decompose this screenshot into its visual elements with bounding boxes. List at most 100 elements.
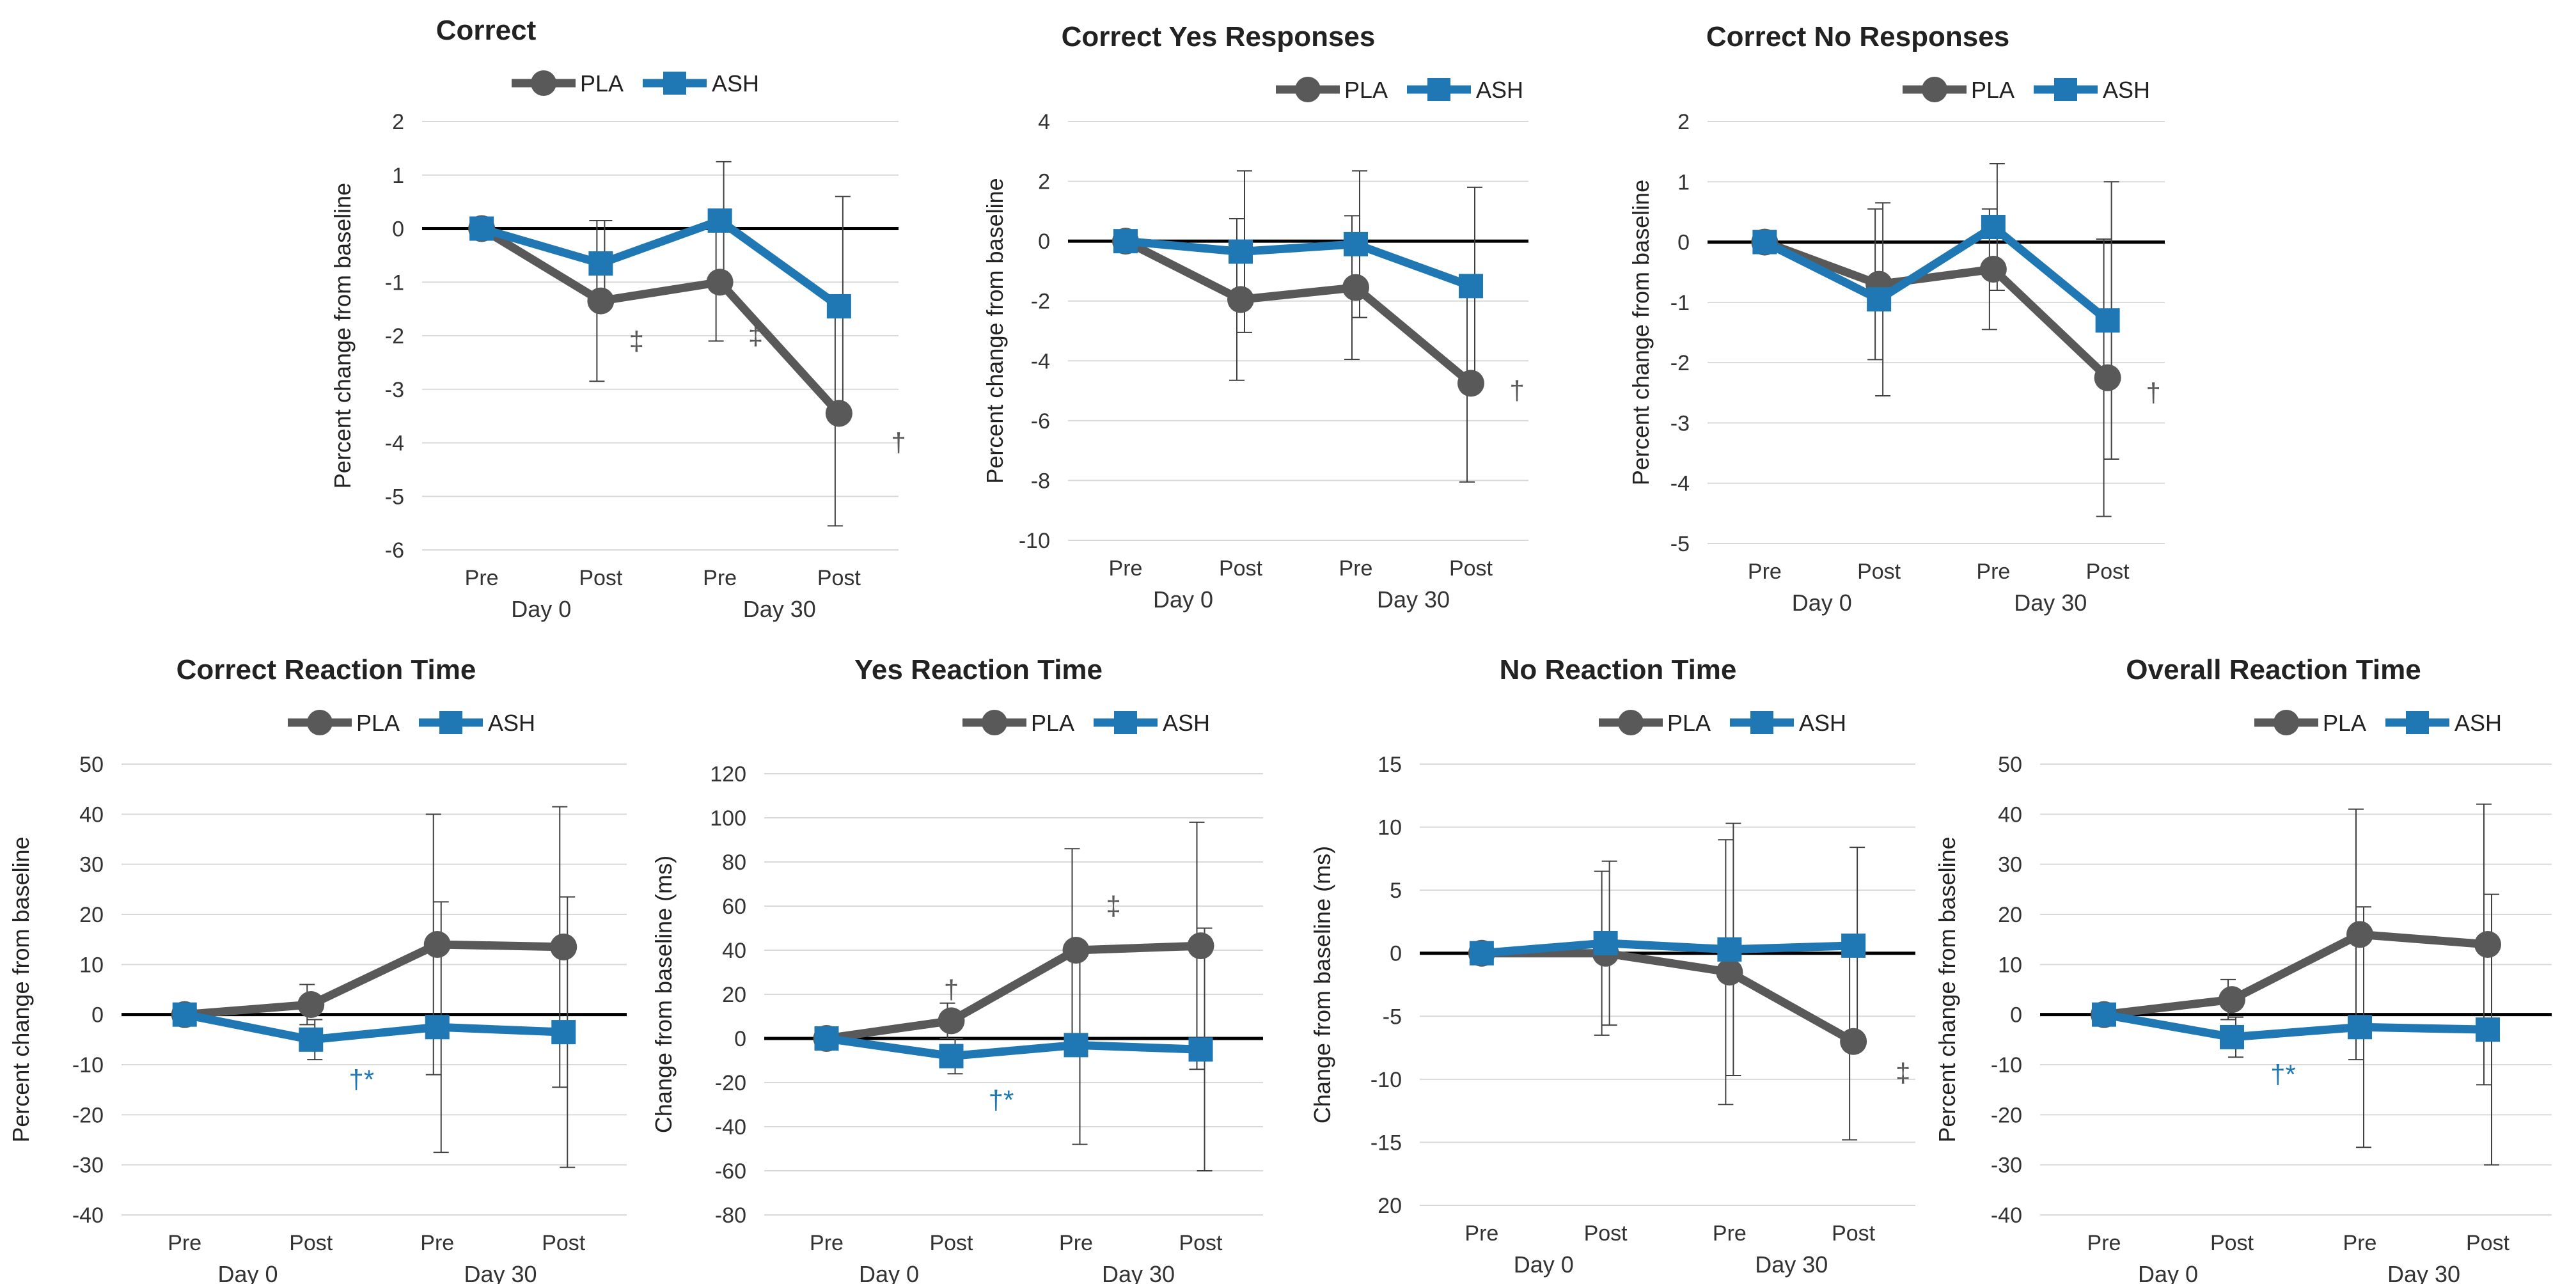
chart-title: Correct — [436, 15, 537, 46]
x-group-label: Day 0 — [1514, 1251, 1574, 1278]
significance-marker: ‡ — [1106, 891, 1120, 921]
y-tick-label: -20 — [72, 1103, 104, 1127]
x-tick-label: Pre — [168, 1231, 201, 1255]
data-point-ash — [707, 208, 732, 233]
data-point-ash — [1593, 930, 1618, 955]
x-tick-label: Post — [1832, 1221, 1876, 1246]
y-tick-label: 0 — [734, 1027, 746, 1051]
y-tick-label: 30 — [1998, 853, 2022, 877]
legend-label-pla: PLA — [1031, 710, 1074, 736]
y-tick-label: -4 — [1031, 349, 1050, 373]
legend-label-pla: PLA — [1344, 77, 1388, 103]
significance-marker: ‡ — [748, 320, 763, 350]
x-tick-label: Post — [1449, 556, 1493, 581]
y-tick-label: -10 — [1019, 529, 1050, 553]
chart-correct: Correct PLA ASH 2 1 0 -1 -2 -3 -4 -5 -6 Percent chan… — [329, 15, 906, 622]
legend-marker-ash — [1114, 711, 1137, 734]
y-tick-label: 100 — [710, 806, 746, 831]
legend-marker-ash — [1750, 711, 1773, 734]
significance-marker: † — [1509, 375, 1524, 405]
x-tick-label: Pre — [2087, 1231, 2121, 1255]
data-point-pla — [938, 1007, 965, 1035]
significance-marker: †* — [2270, 1060, 2296, 1090]
y-tick-label: -3 — [1670, 411, 1690, 435]
data-point-pla — [1227, 286, 1254, 313]
y-tick-label: 60 — [722, 895, 746, 919]
y-tick-label: 0 — [91, 1003, 104, 1028]
legend-marker-pla — [1618, 710, 1644, 735]
y-axis-label: Percent change from baseline — [1934, 836, 1960, 1142]
x-tick-label: Post — [2466, 1231, 2510, 1255]
x-tick-label: Pre — [1059, 1231, 1093, 1255]
data-point-ash — [469, 216, 494, 241]
y-tick-label: 20 — [1378, 1194, 1402, 1218]
y-tick-label: -8 — [1031, 469, 1050, 493]
x-group-label: Day 30 — [1755, 1251, 1828, 1278]
data-point-ash — [814, 1026, 839, 1051]
x-group-label: Day 0 — [1153, 586, 1213, 613]
data-point-ash — [1752, 230, 1777, 254]
series-line-ash — [2103, 1010, 2488, 1042]
y-tick-label: 1 — [392, 164, 404, 188]
data-point-ash — [1229, 239, 1253, 264]
y-tick-label: 1 — [1677, 170, 1690, 194]
y-axis-label: Percent change from baseline — [982, 178, 1008, 483]
y-tick-label: -4 — [1670, 472, 1690, 496]
chart-correct-reaction-time: Correct Reaction Time PLA ASH 50 40 30 20 10 0 -1… — [8, 654, 627, 1284]
chart-title: Yes Reaction Time — [854, 654, 1103, 685]
y-tick-label: -5 — [1670, 532, 1690, 556]
y-tick-label: 20 — [1998, 903, 2022, 927]
y-tick-label: -30 — [1991, 1154, 2022, 1178]
y-tick-label: 0 — [1390, 942, 1402, 966]
y-tick-label: 20 — [79, 903, 104, 927]
y-tick-label: 80 — [722, 850, 746, 875]
data-point-pla — [2474, 931, 2501, 958]
data-point-ash — [588, 251, 613, 276]
y-axis-label: Percent change from baseline — [329, 183, 356, 489]
x-tick-label: Post — [1857, 560, 1901, 584]
data-point-pla — [1716, 959, 1743, 986]
y-axis-label: Change from baseline (ms) — [1309, 846, 1335, 1124]
x-tick-label: Post — [1219, 556, 1263, 581]
x-group-label: Day 30 — [1377, 586, 1450, 613]
chart-title: No Reaction Time — [1500, 654, 1737, 685]
legend-marker-pla — [1295, 77, 1321, 102]
chart-correct-yes-responses: Correct Yes Responses PLA ASH 4 2 0 -2 -4 -6 -8 -1… — [982, 21, 1528, 613]
legend-marker-pla — [307, 710, 333, 735]
data-point-ash — [1188, 1037, 1213, 1062]
x-group-label: Day 0 — [217, 1261, 278, 1284]
legend-label-ash: ASH — [1799, 710, 1846, 736]
data-point-ash — [2348, 1015, 2372, 1040]
series-line-pla — [2103, 930, 2488, 1019]
x-group-label: Day 30 — [743, 596, 816, 622]
data-point-pla — [825, 400, 852, 427]
series-line-ash — [1481, 939, 1854, 958]
x-tick-label: Post — [817, 566, 861, 590]
data-point-ash — [1841, 933, 1866, 958]
data-point-ash — [1064, 1033, 1088, 1058]
y-tick-label: -5 — [1383, 1005, 1402, 1029]
y-tick-label: 40 — [722, 939, 746, 963]
data-point-ash — [2476, 1017, 2500, 1042]
y-tick-label: 0 — [2010, 1003, 2022, 1028]
y-tick-label: -15 — [1370, 1131, 1402, 1155]
y-tick-label: 50 — [1998, 753, 2022, 777]
chart-no-reaction-time: No Reaction Time PLA ASH 15 10 5 0 -5 -10 -15 20 Ch… — [1309, 654, 1915, 1278]
significance-marker: ‡ — [1896, 1058, 1910, 1088]
y-tick-label: -1 — [385, 270, 404, 295]
y-tick-label: 0 — [1038, 230, 1050, 254]
y-tick-label: -40 — [1991, 1203, 2022, 1228]
legend-marker-ash — [663, 72, 686, 95]
series-line-pla — [826, 941, 1201, 1043]
data-point-ash — [425, 1015, 450, 1040]
data-point-pla — [706, 269, 734, 296]
x-group-label: Day 30 — [2387, 1261, 2460, 1284]
x-tick-label: Post — [579, 566, 623, 590]
x-tick-label: Post — [542, 1231, 586, 1255]
data-point-pla — [2219, 986, 2245, 1014]
y-tick-label: 0 — [392, 217, 404, 242]
data-point-ash — [1469, 941, 1494, 966]
y-tick-label: -5 — [385, 485, 404, 509]
y-tick-label: 2 — [392, 110, 404, 134]
